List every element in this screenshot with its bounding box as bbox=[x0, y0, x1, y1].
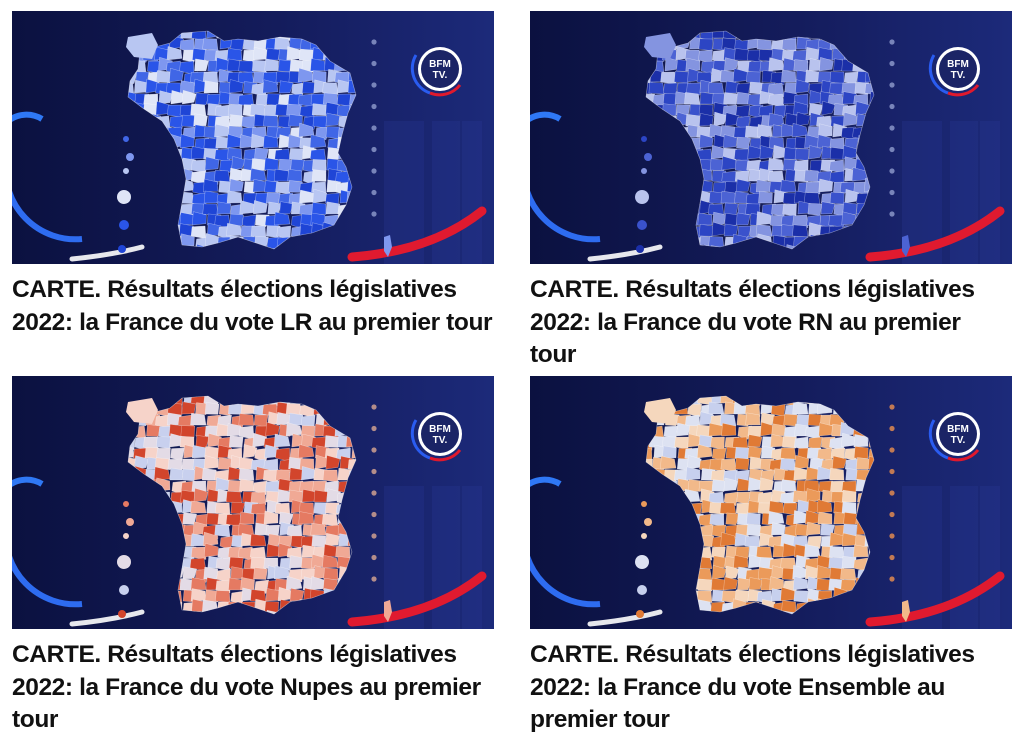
decorative-arc bbox=[530, 555, 601, 608]
decorative-arc bbox=[530, 190, 601, 243]
svg-text:TV.: TV. bbox=[951, 435, 966, 446]
dot-indicator bbox=[889, 404, 895, 582]
article-title[interactable]: CARTE. Résultats élections législatives … bbox=[530, 641, 975, 733]
svg-text:BFM: BFM bbox=[947, 424, 969, 435]
svg-text:BFM: BFM bbox=[947, 59, 969, 70]
decorative-arc bbox=[347, 206, 487, 262]
decorative-arc bbox=[12, 555, 83, 608]
dot-indicator bbox=[371, 39, 377, 217]
dot-indicator bbox=[371, 404, 377, 582]
article-title[interactable]: CARTE. Résultats élections législatives … bbox=[12, 276, 493, 336]
article-title[interactable]: CARTE. Résultats élections législatives … bbox=[530, 276, 975, 368]
svg-text:BFM: BFM bbox=[429, 424, 451, 435]
decorative-arc bbox=[865, 571, 1005, 627]
article-thumbnail[interactable]: BFM TV. bbox=[12, 11, 494, 264]
article-thumbnail[interactable]: BFM TV. bbox=[530, 376, 1012, 629]
dot-indicator bbox=[889, 39, 895, 217]
svg-text:TV.: TV. bbox=[951, 70, 966, 81]
decorative-arc bbox=[347, 571, 487, 627]
article-thumbnail[interactable]: BFM TV. bbox=[12, 376, 494, 629]
overseas-territories bbox=[117, 33, 158, 253]
overseas-territories bbox=[117, 398, 158, 618]
article-thumbnail[interactable]: BFM TV. bbox=[530, 11, 1012, 264]
decorative-arc bbox=[865, 206, 1005, 262]
svg-text:TV.: TV. bbox=[433, 70, 448, 81]
article-title[interactable]: CARTE. Résultats élections législatives … bbox=[12, 641, 481, 733]
svg-text:BFM: BFM bbox=[429, 59, 451, 70]
overseas-territories bbox=[635, 33, 676, 253]
overseas-territories bbox=[635, 398, 676, 618]
svg-text:TV.: TV. bbox=[433, 435, 448, 446]
decorative-arc bbox=[12, 190, 83, 243]
